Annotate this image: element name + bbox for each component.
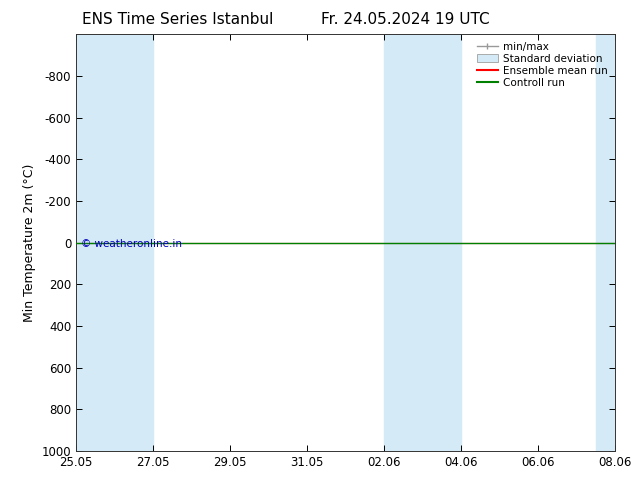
Text: ENS Time Series Istanbul: ENS Time Series Istanbul bbox=[82, 12, 273, 27]
Y-axis label: Min Temperature 2m (°C): Min Temperature 2m (°C) bbox=[23, 163, 36, 322]
Bar bbox=[596, 34, 634, 451]
Text: Fr. 24.05.2024 19 UTC: Fr. 24.05.2024 19 UTC bbox=[321, 12, 490, 27]
Legend: min/max, Standard deviation, Ensemble mean run, Controll run: min/max, Standard deviation, Ensemble me… bbox=[475, 40, 610, 90]
Bar bbox=[76, 34, 153, 451]
Text: © weatheronline.in: © weatheronline.in bbox=[81, 239, 183, 249]
Bar bbox=[384, 34, 461, 451]
